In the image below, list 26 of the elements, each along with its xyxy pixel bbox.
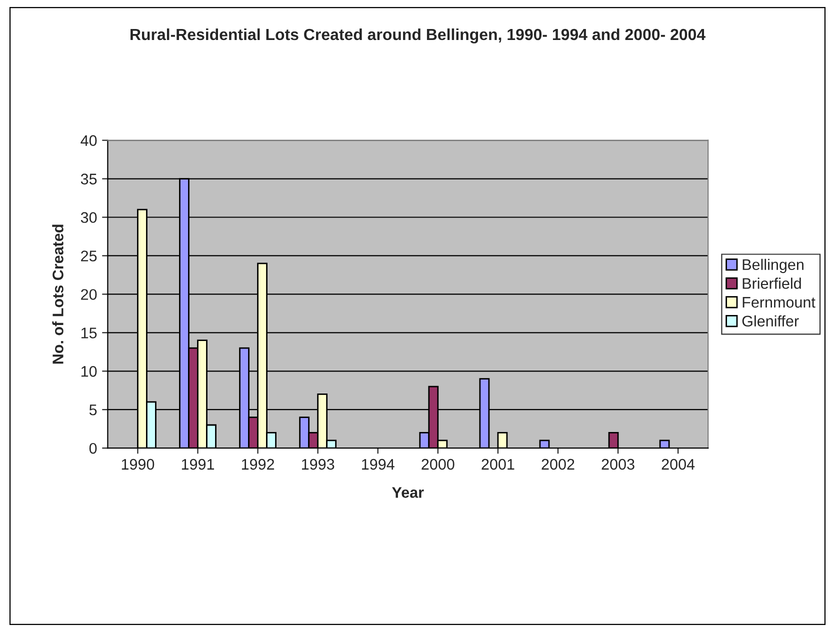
y-tick-label: 10 [81, 366, 97, 377]
x-tick-label: 2000 [422, 458, 454, 470]
y-tick-label: 5 [89, 404, 97, 416]
y-tick-label: 40 [80, 135, 97, 146]
x-tick-label: 2002 [542, 458, 574, 470]
x-tick-label: 2003 [602, 458, 634, 470]
chart-title: Rural-Residential Lots Created around Bellingen, 1990- 1994 and 2000- 2004 [130, 28, 706, 44]
x-tick-label: 1994 [362, 458, 394, 470]
x-axis-title: Year [392, 487, 424, 498]
y-tick-label: 0 [89, 442, 97, 454]
x-tick-label: 1990 [122, 458, 154, 470]
y-axis-title: No. of Lots Created [52, 224, 64, 364]
x-tick-label: 1992 [242, 458, 274, 470]
legend-label: Fernmount [742, 297, 816, 308]
y-tick-label: 20 [81, 289, 97, 300]
legend-label: Gleniffer [742, 315, 799, 327]
legend-label: Bellingen [742, 258, 804, 274]
legend-label: Brierfield [742, 278, 801, 289]
x-tick-label: 1991 [182, 458, 214, 470]
y-tick-label: 25 [81, 250, 97, 262]
y-tick-label: 15 [81, 328, 97, 338]
y-tick-label: 30 [80, 212, 97, 223]
x-tick-label: 2004 [662, 458, 695, 470]
x-tick-label: 1993 [302, 458, 334, 470]
y-tick-label: 35 [80, 174, 97, 184]
x-tick-label: 2001 [482, 458, 514, 470]
